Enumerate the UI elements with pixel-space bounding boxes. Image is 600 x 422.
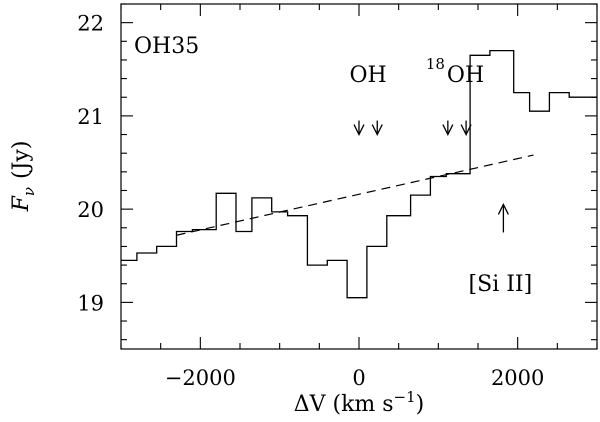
si-ii-arrow-icon: [497, 203, 509, 233]
spectrum-step-line: [121, 49, 597, 299]
data-layer: [121, 49, 597, 299]
annotations: OH 18OH [Si II]: [350, 55, 533, 297]
arrow-head: [442, 124, 454, 136]
si-ii-label: [Si II]: [469, 272, 533, 297]
x-tick-label: 0: [352, 366, 365, 390]
arrow-head: [497, 203, 509, 215]
y-tick-label: 22: [77, 12, 104, 36]
y-tick-label: 20: [77, 198, 104, 222]
x-axis-title: ΔV (km s−1): [294, 388, 425, 417]
axis-ticks: −2000 0 2000 19 20 21 22: [77, 3, 598, 390]
y-tick-label: 19: [77, 291, 104, 315]
oh-arrow-icon: [353, 120, 365, 136]
panel-label: OH35: [134, 34, 199, 59]
y-tick-label: 21: [77, 105, 104, 129]
x-axis-title-exponent: −1: [394, 388, 416, 406]
arrow-head: [460, 124, 472, 136]
oh-label: OH: [350, 63, 387, 88]
arrow-head: [371, 124, 383, 136]
oh18-arrow-icon: [460, 120, 472, 136]
continuum-fit-dashed-line: [176, 154, 534, 236]
oh18-label: 18OH: [426, 55, 484, 88]
x-tick-label: 2000: [491, 366, 544, 390]
oh-arrow-icon: [371, 120, 383, 136]
arrow-head: [353, 124, 365, 136]
oh18-arrow-icon: [442, 120, 454, 136]
x-tick-label: −2000: [165, 366, 236, 390]
y-axis-title: Fν(Jy): [9, 141, 38, 213]
